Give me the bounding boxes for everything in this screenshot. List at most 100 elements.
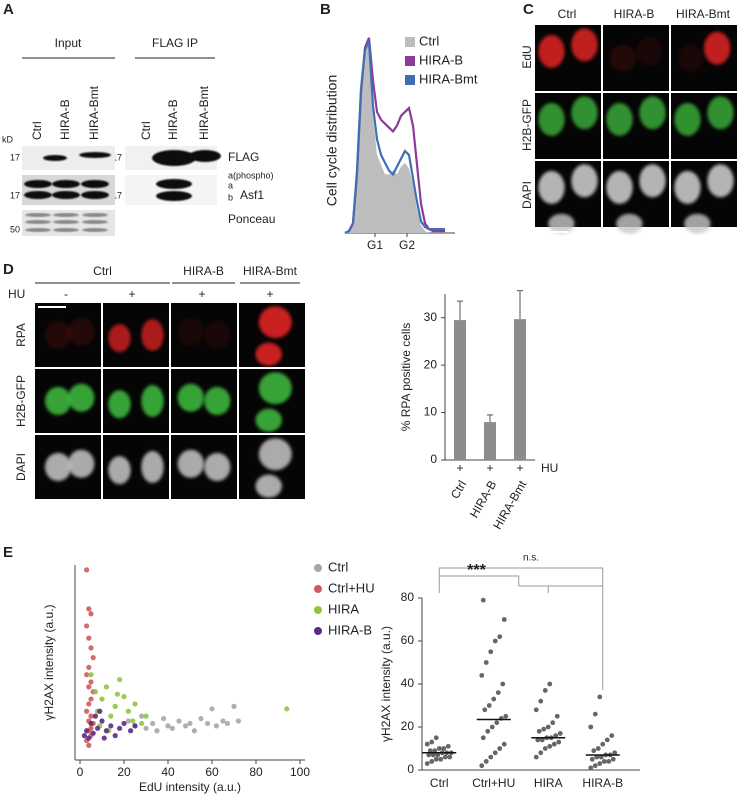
nucleus <box>677 44 704 72</box>
lane-label: Ctrl <box>30 121 44 140</box>
point <box>224 720 230 727</box>
column-label: HIRA-B <box>614 7 655 21</box>
point <box>86 742 92 748</box>
hu-label: HU <box>541 461 558 475</box>
nucleus <box>108 390 131 419</box>
point <box>235 718 241 724</box>
point <box>139 720 145 727</box>
point <box>438 756 444 762</box>
y-tick-label: 20 <box>424 357 438 371</box>
legend-swatch <box>405 56 415 66</box>
legend-label: Ctrl <box>328 559 348 574</box>
point <box>191 728 197 734</box>
point <box>432 748 438 754</box>
point <box>112 703 118 709</box>
point <box>88 645 94 651</box>
point <box>541 726 547 732</box>
lane-label: Ctrl <box>139 121 153 140</box>
point <box>550 720 556 726</box>
point <box>103 684 109 690</box>
x-tick-label: HIRA-B <box>582 776 623 790</box>
legend-label: Ctrl+HU <box>328 580 375 595</box>
point <box>553 733 559 738</box>
point <box>130 718 136 724</box>
point <box>491 696 497 702</box>
nucleus <box>684 213 711 234</box>
point <box>497 634 503 640</box>
bar <box>484 422 496 460</box>
point <box>588 765 594 771</box>
point <box>612 750 618 756</box>
point <box>84 672 90 678</box>
x-tick-label: Ctrl <box>430 776 449 790</box>
point <box>539 737 545 743</box>
point <box>165 723 171 729</box>
point <box>500 681 506 687</box>
panel-label: E <box>3 544 13 561</box>
lane-label: HIRA-Bmt <box>87 85 101 140</box>
x-tick-label: G1 <box>367 238 383 252</box>
bar <box>514 319 526 460</box>
point <box>84 623 90 629</box>
point <box>480 597 486 603</box>
row-label: EdU <box>520 45 534 68</box>
nucleus <box>616 213 643 234</box>
point <box>209 706 215 712</box>
point <box>90 655 96 661</box>
band <box>52 180 80 188</box>
y-tick-label: 40 <box>401 676 415 690</box>
band <box>189 150 221 162</box>
point <box>609 733 615 738</box>
point <box>480 735 486 741</box>
nucleus <box>108 456 131 485</box>
nucleus <box>548 213 575 234</box>
band <box>53 213 79 217</box>
annotation: n.s. <box>523 553 539 564</box>
panel-label: C <box>523 1 534 18</box>
point <box>556 739 562 745</box>
band <box>81 191 109 199</box>
nucleus <box>571 96 598 130</box>
point <box>503 713 509 719</box>
nucleus <box>704 31 731 65</box>
x-tick-label: 80 <box>249 765 263 779</box>
legend-swatch <box>405 37 415 47</box>
bar <box>454 320 466 460</box>
point <box>542 746 548 751</box>
y-tick-label: 10 <box>424 405 438 419</box>
nucleus <box>44 386 72 416</box>
panel-label: D <box>3 261 14 278</box>
kd-label: kD <box>2 134 14 144</box>
panel-label: A <box>3 1 14 18</box>
row-label: H2B-GFP <box>520 99 534 151</box>
x-axis-label: EdU intensity (a.u.) <box>139 780 241 794</box>
marker-label: 50 <box>10 224 20 234</box>
point <box>436 746 442 751</box>
blot <box>22 146 115 170</box>
point <box>99 696 105 702</box>
nucleus <box>609 44 636 72</box>
point <box>220 718 226 724</box>
x-tick-label: 20 <box>117 765 131 779</box>
point <box>132 723 138 729</box>
nucleus <box>177 317 204 346</box>
y-axis-label: Cell cycle distribution <box>324 75 340 207</box>
blot-label: a(phospho) <box>228 170 274 180</box>
point <box>169 725 175 731</box>
nucleus <box>538 102 565 136</box>
y-tick-label: 0 <box>430 452 437 466</box>
nucleus <box>674 170 701 204</box>
bracket <box>439 575 520 586</box>
point <box>554 713 560 719</box>
point <box>86 735 92 741</box>
point <box>88 720 94 727</box>
point <box>125 718 131 724</box>
area <box>345 37 445 234</box>
point <box>483 660 489 665</box>
point <box>597 694 603 700</box>
panel-label: B <box>320 1 331 18</box>
point <box>86 606 92 612</box>
nucleus <box>258 372 292 405</box>
marker-label: 17 <box>10 190 20 200</box>
point <box>81 733 87 739</box>
